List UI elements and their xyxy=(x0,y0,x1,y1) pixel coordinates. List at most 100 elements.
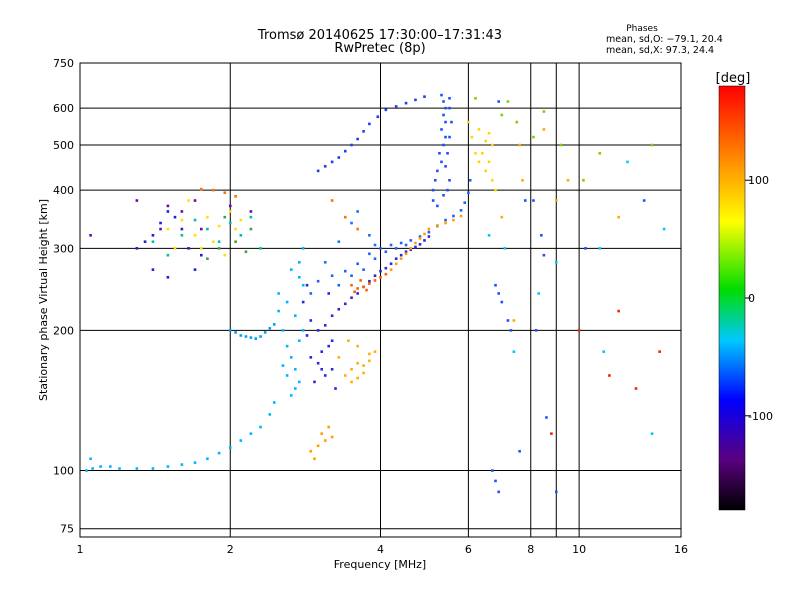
data-point xyxy=(193,218,197,222)
x-tick-label: 6 xyxy=(465,543,472,556)
data-point xyxy=(305,334,309,337)
data-point xyxy=(151,240,155,244)
data-point xyxy=(384,272,388,276)
data-point xyxy=(285,344,289,348)
data-point xyxy=(320,367,324,371)
data-point xyxy=(452,218,455,222)
data-point xyxy=(404,243,408,247)
data-point xyxy=(459,209,463,212)
data-point xyxy=(368,252,371,256)
data-point xyxy=(487,131,491,135)
data-point xyxy=(249,210,253,213)
data-point xyxy=(217,247,221,250)
data-point xyxy=(442,143,445,147)
plot-frame xyxy=(79,62,682,538)
data-point xyxy=(617,215,620,219)
data-point xyxy=(173,215,177,219)
data-point xyxy=(330,339,334,343)
data-point xyxy=(166,253,170,257)
data-point xyxy=(554,199,558,202)
x-tick-label: 16 xyxy=(674,543,688,556)
data-point xyxy=(350,283,353,287)
data-point xyxy=(399,241,403,245)
data-point xyxy=(228,204,232,208)
data-point xyxy=(491,469,494,472)
data-point xyxy=(379,269,382,273)
data-point xyxy=(442,193,445,197)
data-point xyxy=(545,416,548,419)
data-point xyxy=(320,432,324,435)
data-point xyxy=(166,275,170,279)
data-point xyxy=(373,279,377,282)
data-point xyxy=(436,224,439,227)
data-point xyxy=(297,339,301,343)
data-point xyxy=(330,435,334,439)
data-point xyxy=(384,266,388,270)
scatter-points xyxy=(85,93,666,494)
data-point xyxy=(206,457,209,461)
data-point xyxy=(217,240,221,244)
data-point xyxy=(566,178,570,182)
data-point xyxy=(468,178,472,182)
data-point xyxy=(234,240,237,244)
data-point xyxy=(542,110,546,113)
data-point xyxy=(373,257,377,261)
data-point xyxy=(259,425,262,429)
data-point xyxy=(297,380,301,384)
data-point xyxy=(658,350,661,353)
data-point xyxy=(362,268,365,271)
data-point xyxy=(491,143,494,147)
colorbar-tick-label: -100 xyxy=(748,410,773,423)
data-point xyxy=(500,300,504,304)
data-point xyxy=(166,465,170,468)
y-tick-label: 600 xyxy=(53,102,74,115)
data-point xyxy=(440,128,443,131)
data-point xyxy=(448,96,451,100)
data-point xyxy=(368,279,371,283)
data-point xyxy=(448,106,451,110)
data-point xyxy=(650,143,654,147)
data-point xyxy=(532,199,535,202)
data-point xyxy=(376,115,380,119)
data-point xyxy=(446,151,449,155)
data-point xyxy=(259,247,262,250)
data-point xyxy=(180,227,184,231)
data-point xyxy=(350,367,353,371)
data-point xyxy=(327,292,331,295)
data-point xyxy=(334,387,337,390)
data-point xyxy=(159,221,162,225)
data-point xyxy=(350,221,353,225)
data-point xyxy=(554,260,558,264)
data-point xyxy=(409,239,413,242)
chart-subtitle: RwPretec (8p) xyxy=(334,41,425,56)
data-point xyxy=(234,195,237,198)
data-point xyxy=(228,221,232,225)
data-point xyxy=(433,178,437,182)
data-point xyxy=(289,356,293,359)
data-point xyxy=(491,178,494,182)
x-tick-label: 4 xyxy=(377,543,384,556)
data-point xyxy=(394,247,398,250)
data-point xyxy=(394,257,398,261)
y-tick-label: 200 xyxy=(53,324,74,337)
data-point xyxy=(330,274,334,278)
data-point xyxy=(440,160,443,164)
data-point xyxy=(316,329,320,332)
data-point xyxy=(356,344,359,348)
data-point xyxy=(431,199,435,202)
data-point xyxy=(617,309,620,313)
data-point xyxy=(99,465,102,468)
data-point xyxy=(217,224,221,228)
data-point xyxy=(249,336,253,339)
data-point xyxy=(239,334,243,337)
data-point xyxy=(200,187,203,191)
data-point xyxy=(463,201,467,204)
data-point xyxy=(494,188,497,192)
data-point xyxy=(409,247,413,250)
data-point xyxy=(384,250,388,254)
x-tick-labels: 1 2 4 6 8 10 16 xyxy=(77,543,689,556)
data-point xyxy=(409,248,413,251)
data-point xyxy=(277,309,280,313)
data-point xyxy=(368,359,371,363)
data-point xyxy=(436,204,439,208)
